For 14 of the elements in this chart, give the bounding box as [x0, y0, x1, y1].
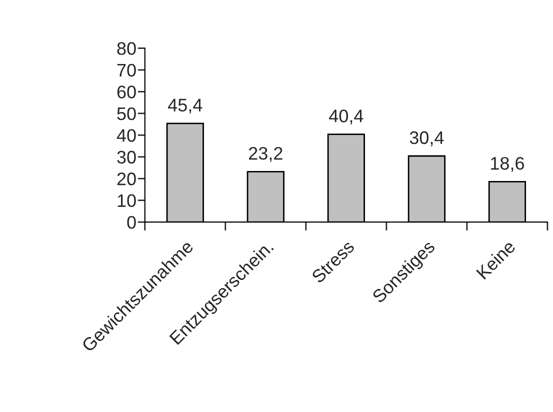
- y-tick-label: 10: [118, 194, 136, 208]
- data-label: 23,2: [249, 146, 282, 162]
- data-label: 45,4: [168, 98, 202, 114]
- y-tick-label: 0: [127, 216, 136, 229]
- y-tick-label: 70: [117, 64, 136, 77]
- y-tick-label: 80: [117, 42, 136, 55]
- data-label: 40,4: [329, 110, 364, 124]
- y-tick-label: 40: [116, 129, 136, 142]
- data-label: 30,4: [410, 131, 444, 146]
- y-tick-label: 30: [117, 150, 136, 164]
- data-label: 18,6: [491, 156, 524, 172]
- y-tick-label: 60: [117, 86, 136, 98]
- y-tick-label: 50: [117, 107, 136, 120]
- y-tick-label: 20: [117, 172, 136, 186]
